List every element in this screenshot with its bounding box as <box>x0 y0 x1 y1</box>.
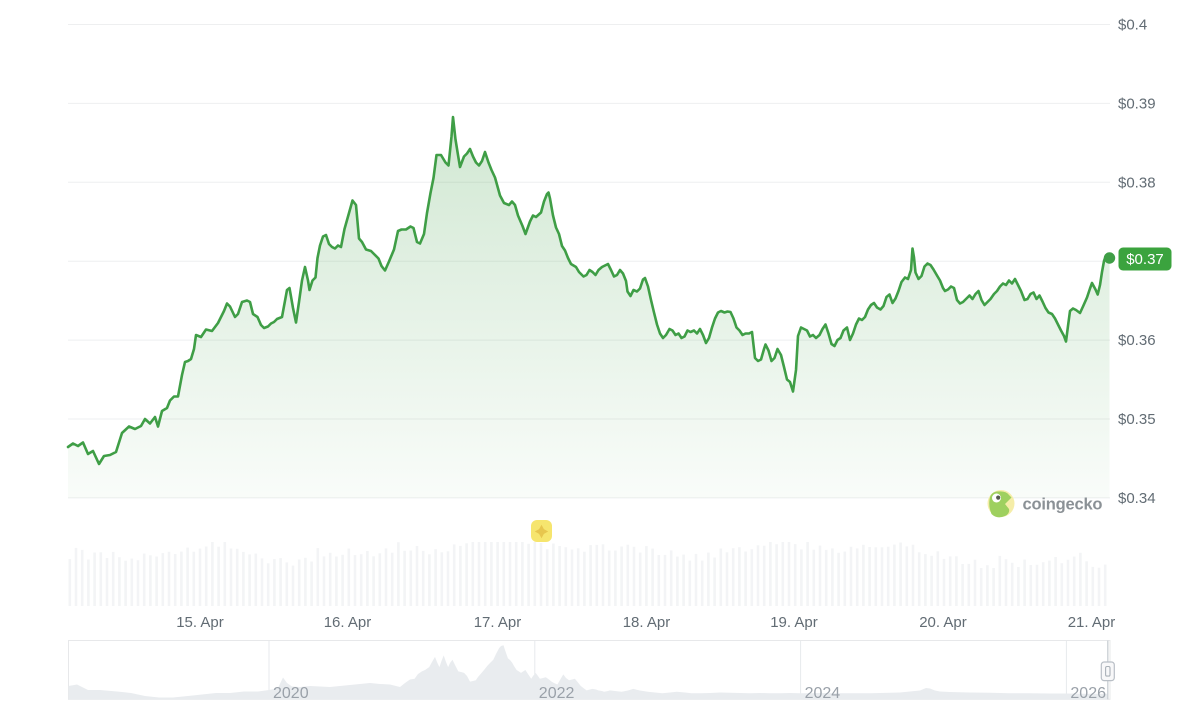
svg-text:18. Apr: 18. Apr <box>623 614 671 631</box>
svg-text:21. Apr: 21. Apr <box>1068 614 1116 631</box>
svg-text:$0.35: $0.35 <box>1118 411 1156 428</box>
svg-text:$0.37: $0.37 <box>1126 251 1164 268</box>
svg-text:15. Apr: 15. Apr <box>176 614 224 631</box>
svg-text:17. Apr: 17. Apr <box>474 614 522 631</box>
svg-text:coingecko: coingecko <box>1023 496 1103 514</box>
svg-text:$0.36: $0.36 <box>1118 332 1156 349</box>
svg-text:$0.39: $0.39 <box>1118 95 1156 112</box>
svg-text:2022: 2022 <box>539 685 575 702</box>
svg-text:2024: 2024 <box>805 685 841 702</box>
svg-text:20. Apr: 20. Apr <box>919 614 967 631</box>
svg-text:$0.38: $0.38 <box>1118 174 1156 191</box>
svg-text:2026: 2026 <box>1070 685 1106 702</box>
svg-text:19. Apr: 19. Apr <box>770 614 818 631</box>
svg-text:16. Apr: 16. Apr <box>324 614 372 631</box>
svg-text:$0.4: $0.4 <box>1118 17 1147 34</box>
svg-text:$0.34: $0.34 <box>1118 490 1156 507</box>
svg-text:2020: 2020 <box>273 685 309 702</box>
